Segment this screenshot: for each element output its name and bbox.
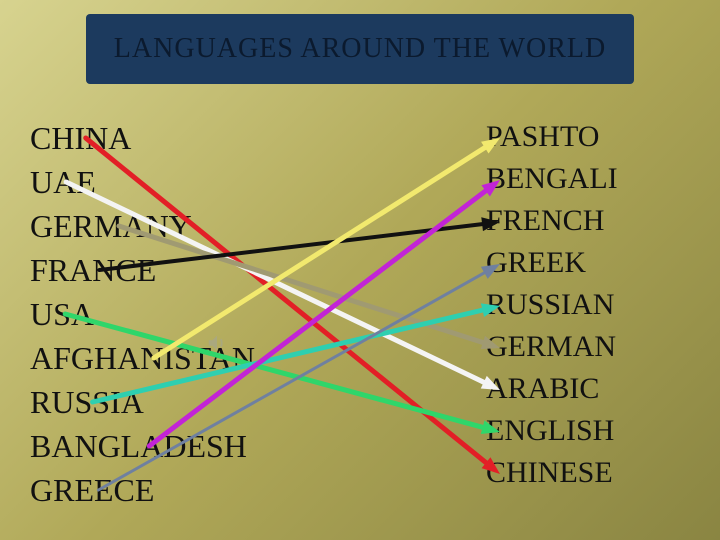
country-item: USA [30,292,255,336]
language-item: ENGLISH [486,410,618,452]
language-item: RUSSIAN [486,284,618,326]
language-item: ARABIC [486,368,618,410]
country-item: CHINA [30,116,255,160]
country-item: UAE [30,160,255,204]
sound-icon [206,332,228,354]
country-item: GREECE [30,468,255,512]
countries-list: CHINAUAEGERMANYFRANCEUSAAFGHANISTANRUSSI… [30,116,255,512]
title-box: LANGUAGES AROUND THE WORLD [86,14,634,84]
languages-list: PASHTOBENGALIFRENCHGREEKRUSSIANGERMANARA… [486,116,618,494]
language-item: PASHTO [486,116,618,158]
language-item: GREEK [486,242,618,284]
country-item: FRANCE [30,248,255,292]
language-item: CHINESE [486,452,618,494]
language-item: BENGALI [486,158,618,200]
country-item: GERMANY [30,204,255,248]
page-title: LANGUAGES AROUND THE WORLD [114,33,606,65]
country-item: BANGLADESH [30,424,255,468]
language-item: FRENCH [486,200,618,242]
language-item: GERMAN [486,326,618,368]
country-item: RUSSIA [30,380,255,424]
